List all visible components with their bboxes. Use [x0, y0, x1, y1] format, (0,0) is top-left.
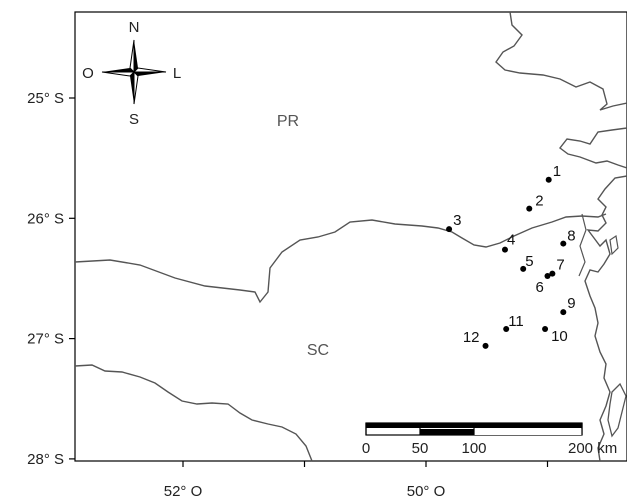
site-marker: [560, 309, 567, 316]
map-frame: [74, 11, 627, 462]
compass-label-south: S: [129, 111, 139, 128]
scale-bar: 0 50 100 200 km: [362, 422, 617, 457]
site-label: 5: [525, 253, 533, 270]
compass-arrow-west: [102, 68, 134, 72]
site-marker: [526, 205, 533, 212]
site-marker: [544, 273, 551, 280]
region-label-sc: SC: [307, 342, 329, 359]
axis-ticks: 25° S 26° S 27° S 28° S 52° O 50° O: [27, 90, 549, 500]
scale-bar-label: 200 km: [568, 440, 617, 457]
y-tick-label: 26° S: [27, 210, 64, 227]
compass-arrow-east: [134, 72, 166, 76]
scale-bar-segment-light: [474, 429, 582, 435]
site-marker: [560, 240, 567, 247]
site-marker: [542, 325, 549, 332]
compass-label-north: N: [129, 19, 140, 36]
site-label: 8: [567, 228, 575, 245]
scale-bar-label: 100: [461, 440, 486, 457]
site-marker: [503, 325, 510, 332]
site-marker: [446, 226, 453, 233]
site-label: 11: [508, 313, 524, 330]
site-label: 9: [567, 295, 575, 312]
compass-label-west: O: [82, 65, 94, 82]
site-label: 1: [553, 163, 561, 180]
x-tick-label: 50° O: [407, 483, 446, 500]
pr-sc-border: [74, 213, 607, 304]
site-marker: [549, 270, 556, 277]
y-tick-label: 25° S: [27, 90, 64, 107]
site-marker: [501, 246, 508, 253]
compass-arrow-south: [130, 72, 134, 104]
y-tick-label: 28° S: [27, 451, 64, 468]
coastline: [495, 11, 627, 462]
island-small: [609, 234, 619, 256]
scale-bar-label: 0: [362, 440, 370, 457]
site-marker: [520, 265, 527, 272]
compass-label-east: L: [173, 65, 181, 82]
sc-rs-border: [74, 364, 313, 462]
site-label: 7: [556, 257, 564, 274]
site-marker: [545, 176, 552, 183]
y-tick-label: 27° S: [27, 331, 64, 348]
site-label: 4: [507, 232, 515, 249]
x-tick-label: 52° O: [164, 483, 203, 500]
island: [607, 382, 627, 438]
bay-inlet: [578, 213, 587, 277]
site-label: 6: [536, 279, 544, 296]
compass-arrow-west-light: [101, 71, 136, 77]
compass-arrow-east-light: [132, 67, 167, 73]
site-label: 3: [453, 212, 461, 229]
site-label: 2: [535, 193, 543, 210]
site-label: 10: [551, 328, 568, 345]
site-marker: [482, 342, 489, 349]
region-label-pr: PR: [277, 113, 299, 130]
compass-rose: N S O L: [82, 19, 181, 128]
scale-bar-label: 50: [412, 440, 429, 457]
site-label: 12: [463, 329, 480, 346]
compass-arrow-north: [134, 40, 138, 72]
scale-bar-segment-fill: [420, 429, 474, 435]
